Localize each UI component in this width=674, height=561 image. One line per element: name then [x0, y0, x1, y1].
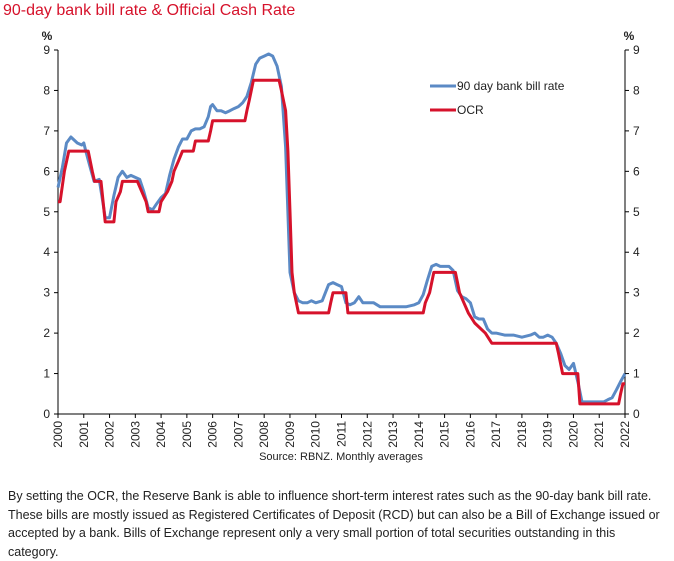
y-tick-label-left: 5: [43, 205, 50, 219]
x-tick-label: 2021: [592, 421, 606, 448]
x-tick-label: 2005: [180, 421, 194, 448]
x-tick-label: 2016: [463, 421, 477, 448]
chart-title: 90-day bank bill rate & Official Cash Ra…: [3, 2, 296, 19]
x-tick-label: 2013: [386, 421, 400, 448]
source-note: Source: RBNZ. Monthly averages: [259, 451, 423, 463]
y-tick-label-right: 6: [633, 164, 640, 178]
x-tick-label: 2000: [51, 421, 65, 448]
x-tick-label: 2001: [77, 421, 91, 448]
y-tick-label-left: 0: [43, 407, 50, 421]
x-tick-label: 2022: [618, 421, 632, 448]
y-tick-label-right: 2: [633, 326, 640, 340]
y-tick-label-right: 7: [633, 124, 640, 138]
x-tick-label: 2003: [128, 421, 142, 448]
y-tick-label-right: 8: [633, 83, 640, 97]
y-tick-label-left: 3: [43, 286, 50, 300]
x-tick-label: 2020: [566, 421, 580, 448]
x-tick-label: 2008: [257, 421, 271, 448]
x-tick-label: 2006: [206, 421, 220, 448]
x-tick-label: 2018: [515, 421, 529, 448]
y-tick-label-left: 2: [43, 326, 50, 340]
x-tick-label: 2019: [541, 421, 555, 448]
chart-axes: 0 0 1 1 2 2 3 3 4 4 5 5 6 6 7 7 8 8 9 9 2000 2001 2002 2003 2004…: [43, 43, 640, 448]
y-tick-label-right: 4: [633, 245, 640, 259]
y-tick-label-left: 1: [43, 367, 50, 381]
y-tick-label-left: 7: [43, 124, 50, 138]
bank-bill-rate-line: [56, 52, 627, 404]
y-tick-label-left: 8: [43, 83, 50, 97]
y-tick-label-left: 9: [43, 43, 50, 57]
legend-label: 90 day bank bill rate: [457, 79, 565, 93]
x-tick-label: 2014: [412, 421, 426, 448]
x-tick-label: 2007: [231, 421, 245, 448]
footnote-paragraph: By setting the OCR, the Reserve Bank is …: [8, 489, 660, 559]
x-tick-label: 2002: [103, 421, 117, 448]
x-tick-label: 2009: [283, 421, 297, 448]
y-unit-right: %: [624, 29, 635, 43]
y-tick-label-right: 0: [633, 407, 640, 421]
chart-series: [56, 52, 627, 406]
x-tick-label: 2015: [438, 421, 452, 448]
y-tick-label-left: 4: [43, 245, 50, 259]
line-chart: 0 0 1 1 2 2 3 3 4 4 5 5 6 6 7 7 8 8 9 9 2000 2001 2002 2003 2004…: [42, 29, 640, 463]
y-tick-label-left: 6: [43, 164, 50, 178]
x-tick-label: 2004: [154, 421, 168, 448]
ocr-line: [58, 78, 625, 406]
x-tick-label: 2012: [360, 421, 374, 448]
x-tick-label: 2017: [489, 421, 503, 448]
y-tick-label-right: 9: [633, 43, 640, 57]
x-tick-label: 2011: [335, 421, 349, 447]
y-unit-left: %: [42, 29, 53, 43]
y-tick-label-right: 5: [633, 205, 640, 219]
legend-label: OCR: [457, 103, 484, 117]
y-tick-label-right: 3: [633, 286, 640, 300]
chart-legend: 90 day bank bill rate OCR: [430, 79, 565, 117]
y-tick-label-right: 1: [633, 367, 640, 381]
x-tick-label: 2010: [309, 421, 323, 448]
